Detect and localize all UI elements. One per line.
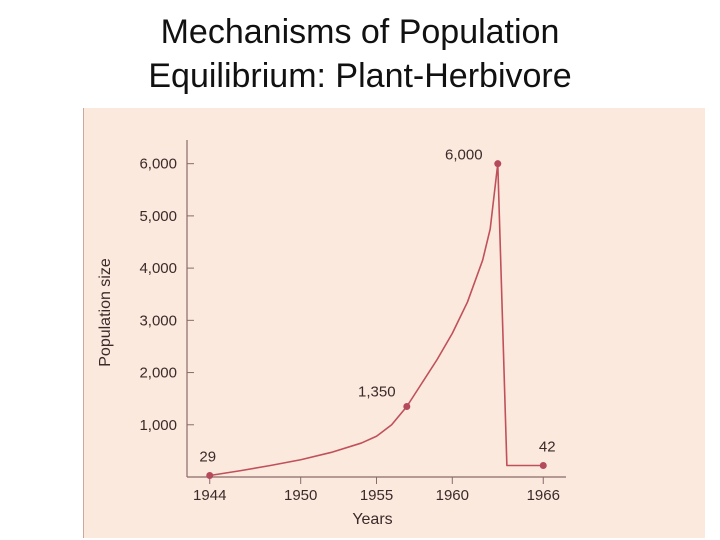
title-line-1: Mechanisms of Population <box>160 13 560 51</box>
x-tick-label: 1950 <box>284 487 317 504</box>
x-axis-label: Years <box>352 511 392 528</box>
chart-figure: 1,000 2,000 3,000 4,000 5,000 6,000 1944 1950 19… <box>83 108 705 538</box>
data-point-label: 6,000 <box>445 147 483 164</box>
x-tick-label: 1966 <box>527 487 560 504</box>
x-tick-label: 1955 <box>360 487 393 504</box>
y-tick-label: 2,000 <box>139 365 177 382</box>
data-point-label: 42 <box>539 439 556 456</box>
title-line-2: Equilibrium: Plant-Herbivore <box>148 57 572 95</box>
chart-series <box>209 162 544 477</box>
chart-markers <box>206 160 547 479</box>
chart-data-labels: 29 1,350 6,000 42 <box>199 147 555 466</box>
y-tick-label: 3,000 <box>139 312 177 329</box>
data-point-marker <box>494 160 502 168</box>
data-point-marker <box>403 403 411 410</box>
chart-axes <box>186 140 566 478</box>
data-point-label: 1,350 <box>358 384 396 401</box>
data-point-marker <box>539 462 547 470</box>
x-tick-label: 1960 <box>436 487 469 504</box>
slide-title: Mechanisms of Population Equilibrium: Pl… <box>0 10 720 98</box>
y-tick-label: 6,000 <box>139 156 177 173</box>
y-tick-label: 1,000 <box>139 417 177 434</box>
series-line <box>209 162 544 477</box>
data-point-marker <box>206 471 214 479</box>
y-axis-label: Population size <box>97 258 114 367</box>
data-point-label: 29 <box>199 448 216 465</box>
chart-ticks: 1,000 2,000 3,000 4,000 5,000 6,000 1944 1950 19… <box>139 156 559 504</box>
y-tick-label: 4,000 <box>139 260 177 277</box>
x-tick-label: 1944 <box>193 487 226 504</box>
population-chart: 1,000 2,000 3,000 4,000 5,000 6,000 1944 1950 19… <box>97 140 566 528</box>
y-tick-label: 5,000 <box>139 208 177 225</box>
